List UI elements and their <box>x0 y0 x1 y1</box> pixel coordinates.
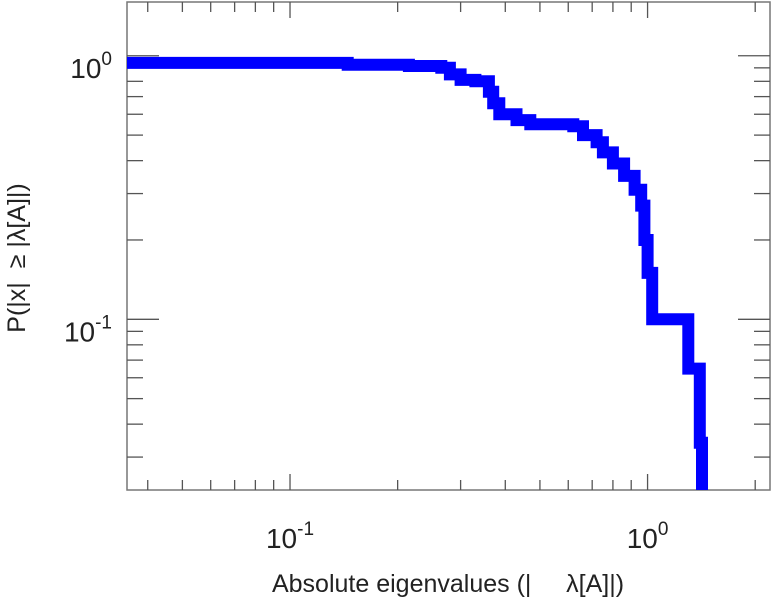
y-tick-label: 100 <box>70 49 112 84</box>
major-ticks <box>127 2 770 490</box>
series-group <box>127 56 708 490</box>
y-tick-label: 10-1 <box>64 312 112 347</box>
y-axis-label: P(|x| ≥ |λ[A]|) <box>3 183 31 332</box>
x-axis-label: Absolute eigenvalues (| λ[A]|) <box>272 570 624 598</box>
x-tick-labels: 10-1 100 <box>266 519 668 554</box>
x-tick-label: 100 <box>627 519 669 554</box>
y-tick-labels: 10-1 100 <box>64 49 112 348</box>
x-tick-label: 10-1 <box>266 519 314 554</box>
series-line-0 <box>127 56 708 490</box>
plot-frame <box>126 1 771 491</box>
